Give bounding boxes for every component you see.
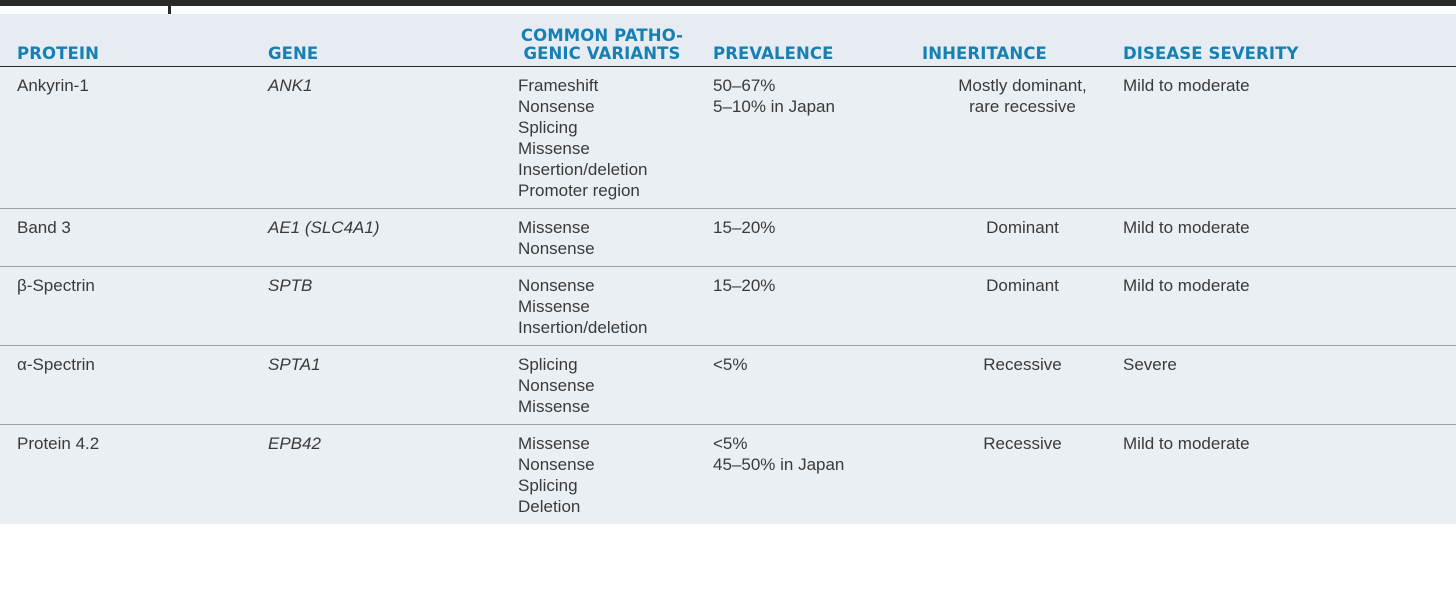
cell-protein: Band 3 [0, 208, 268, 267]
cell-variants: Nonsense Missense Insertion/deletion [491, 266, 713, 346]
top-rule [0, 0, 1456, 6]
variant-item: Nonsense [518, 97, 595, 116]
header-inheritance: INHERITANCE [922, 14, 1123, 67]
cell-severity: Severe [1123, 345, 1456, 425]
variant-item: Nonsense [518, 239, 595, 258]
top-rule-notch [168, 6, 171, 14]
header-row: PROTEIN GENE COMMON PATHO- GENIC VARIANT… [0, 14, 1456, 67]
table-row: α-Spectrin SPTA1 Splicing Nonsense Misse… [0, 345, 1456, 425]
variant-item: Splicing [518, 118, 578, 137]
cell-protein: Ankyrin-1 [0, 66, 268, 209]
inheritance-line: Mostly dominant, [958, 76, 1087, 95]
cell-protein: α-Spectrin [0, 345, 268, 425]
variant-item: Nonsense [518, 455, 595, 474]
table-row: Protein 4.2 EPB42 Missense Nonsense Spli… [0, 424, 1456, 525]
cell-gene: SPTB [268, 266, 491, 346]
prevalence-line: 15–20% [713, 218, 776, 237]
cell-inheritance: Dominant [922, 266, 1123, 346]
prevalence-line: <5% [713, 355, 748, 374]
variant-item: Missense [518, 297, 590, 316]
cell-inheritance: Mostly dominant, rare recessive [922, 66, 1123, 209]
cell-inheritance: Recessive [922, 425, 1123, 525]
variant-item: Insertion/deletion [518, 318, 648, 337]
header-prevalence: PREVALENCE [713, 14, 922, 67]
cell-gene: AE1 (SLC4A1) [268, 208, 491, 267]
variant-item: Missense [518, 397, 590, 416]
prevalence-line: <5% [713, 434, 748, 453]
variant-item: Promoter region [518, 181, 640, 200]
table-row: β-Spectrin SPTB Nonsense Missense Insert… [0, 266, 1456, 346]
cell-prevalence: 15–20% [713, 266, 922, 346]
header-severity: DISEASE SEVERITY [1123, 14, 1456, 67]
header-protein: PROTEIN [0, 14, 268, 67]
cell-severity: Mild to moderate [1123, 66, 1456, 209]
inheritance-line: rare recessive [969, 97, 1076, 116]
prevalence-line: 45–50% in Japan [713, 455, 845, 474]
cell-severity: Mild to moderate [1123, 266, 1456, 346]
cell-protein: β-Spectrin [0, 266, 268, 346]
cell-variants: Missense Nonsense Splicing Deletion [491, 425, 713, 525]
cell-variants: Frameshift Nonsense Splicing Missense In… [491, 66, 713, 209]
header-variants-line1: COMMON PATHO- [520, 26, 684, 45]
inheritance-line: Recessive [983, 434, 1062, 453]
cell-inheritance: Recessive [922, 345, 1123, 425]
cell-variants: Splicing Nonsense Missense [491, 345, 713, 425]
inheritance-line: Dominant [986, 276, 1059, 295]
table-row: Ankyrin-1 ANK1 Frameshift Nonsense Splic… [0, 66, 1456, 209]
cell-severity: Mild to moderate [1123, 208, 1456, 267]
variant-item: Missense [518, 218, 590, 237]
cell-severity: Mild to moderate [1123, 434, 1250, 453]
variant-item: Splicing [518, 355, 578, 374]
variant-item: Nonsense [518, 376, 595, 395]
cell-variants: Missense Nonsense [491, 208, 713, 267]
cell-prevalence: 15–20% [713, 208, 922, 267]
header-variants-line2: GENIC VARIANTS [523, 44, 681, 63]
table-header: PROTEIN GENE COMMON PATHO- GENIC VARIANT… [0, 14, 1456, 67]
variant-item: Deletion [518, 497, 581, 516]
variants-table: PROTEIN GENE COMMON PATHO- GENIC VARIANT… [0, 14, 1456, 524]
variant-item: Splicing [518, 476, 578, 495]
cell-gene: SPTA1 [268, 345, 491, 425]
header-variants: COMMON PATHO- GENIC VARIANTS [491, 14, 713, 67]
cell-prevalence: <5% [713, 345, 922, 425]
variant-item: Frameshift [518, 76, 599, 95]
variant-item: Nonsense [518, 276, 595, 295]
cell-protein: Protein 4.2 [17, 434, 100, 453]
cell-inheritance: Dominant [922, 208, 1123, 267]
cell-prevalence: <5% 45–50% in Japan [713, 425, 922, 525]
variant-item: Missense [518, 434, 590, 453]
inheritance-line: Dominant [986, 218, 1059, 237]
header-gene: GENE [268, 14, 491, 67]
variant-item: Missense [518, 139, 590, 158]
prevalence-line: 50–67% [713, 76, 776, 95]
variant-item: Insertion/deletion [518, 160, 648, 179]
cell-prevalence: 50–67% 5–10% in Japan [713, 66, 922, 209]
table-row: Band 3 AE1 (SLC4A1) Missense Nonsense 15… [0, 208, 1456, 267]
cell-gene: EPB42 [268, 434, 321, 453]
prevalence-line: 5–10% in Japan [713, 97, 835, 116]
table-body: Ankyrin-1 ANK1 Frameshift Nonsense Splic… [0, 66, 1456, 525]
inheritance-line: Recessive [983, 355, 1062, 374]
prevalence-line: 15–20% [713, 276, 776, 295]
cell-gene: ANK1 [268, 66, 491, 209]
